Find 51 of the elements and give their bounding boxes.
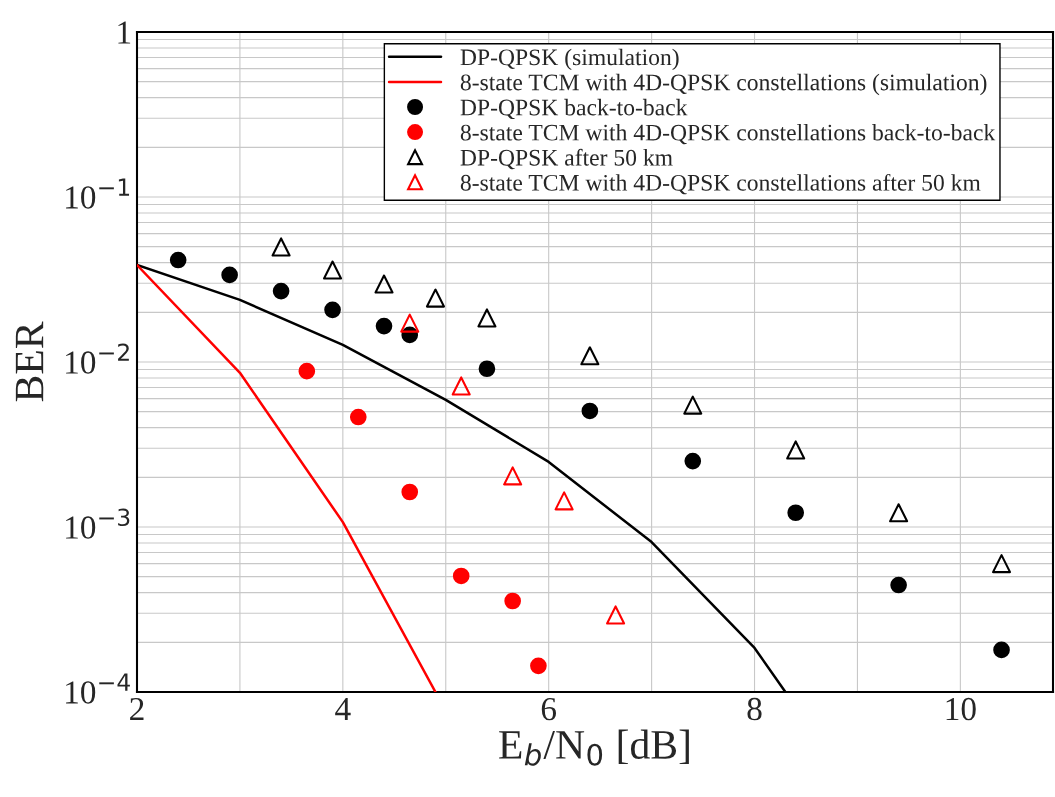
point <box>786 440 806 460</box>
y-tick-label: 1 <box>118 21 131 44</box>
y-tick-label: 10$^{−4}$ <box>66 673 130 704</box>
legend-label: 8-state TCM with 4D-QPSK constellations back-to-back <box>460 123 996 145</box>
point <box>324 301 341 319</box>
y-tick-label: 10$^{−1}$ <box>66 178 130 209</box>
point <box>890 576 907 594</box>
point <box>991 554 1012 574</box>
point <box>323 260 343 280</box>
point <box>530 657 547 675</box>
point <box>787 504 805 522</box>
point <box>452 567 470 585</box>
line-series <box>137 263 437 692</box>
point <box>606 605 626 625</box>
y-tick-label: 10$^{−3}$ <box>66 508 130 539</box>
point <box>451 376 471 396</box>
point <box>271 237 291 257</box>
x-tick-label: 2 <box>130 697 144 720</box>
point <box>503 466 523 486</box>
y-tick-label: 10$^{−2}$ <box>66 343 129 374</box>
point <box>580 346 600 366</box>
x-axis-title: E$_{b}$/N$_{0}$ [dB] <box>499 729 689 766</box>
legend-label: DP-QPSK after 50 km <box>460 148 673 170</box>
point <box>684 452 702 470</box>
point <box>581 402 599 420</box>
point <box>504 592 521 610</box>
point <box>221 266 238 284</box>
point <box>298 362 316 380</box>
legend-label: 8-state TCM with 4D-QPSK constellations after 50 km <box>460 173 981 195</box>
point <box>169 251 187 269</box>
point <box>272 282 290 300</box>
y-axis-title: BER <box>15 321 44 402</box>
legend-label: DP-QPSK back-to-back <box>460 98 688 120</box>
x-tick-label: 8 <box>747 697 762 721</box>
point <box>889 503 909 523</box>
point <box>375 317 393 335</box>
point <box>425 288 446 308</box>
point <box>400 313 420 333</box>
point <box>477 308 497 328</box>
point <box>374 274 394 294</box>
legend-label: 8-state TCM with 4D-QPSK constellations (simulation) <box>460 73 987 96</box>
x-tick-label: 6 <box>541 697 557 721</box>
point <box>993 641 1010 659</box>
point <box>478 360 496 378</box>
point <box>349 408 367 426</box>
x-tick-label: 10 <box>946 697 976 721</box>
point <box>683 395 703 415</box>
point <box>554 491 574 511</box>
legend-label: DP-QPSK (simulation) <box>460 48 679 71</box>
x-tick-label: 4 <box>335 698 351 720</box>
point <box>401 483 419 501</box>
